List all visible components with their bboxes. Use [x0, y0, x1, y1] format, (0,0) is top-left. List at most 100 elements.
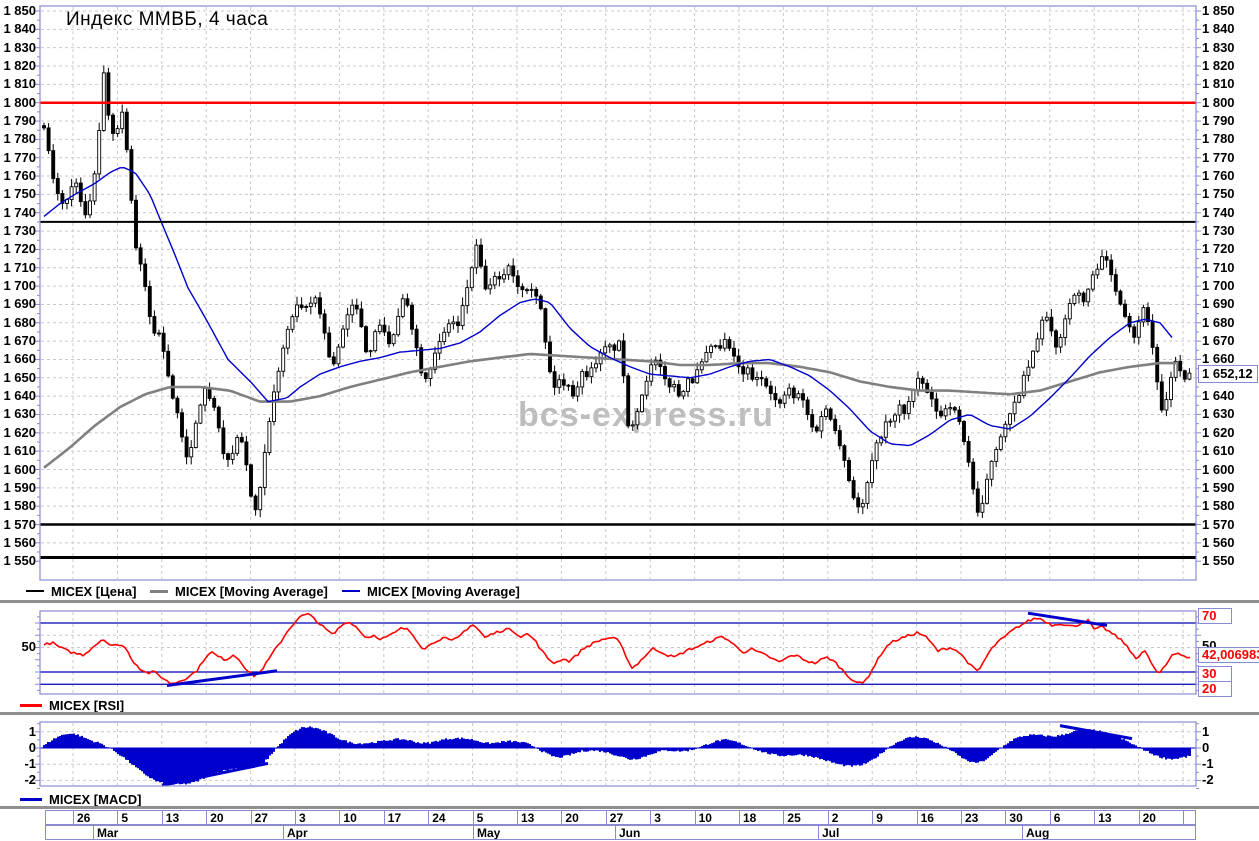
candle [879, 435, 884, 447]
candle [1040, 316, 1045, 346]
candle [387, 325, 391, 348]
candle [221, 420, 226, 460]
candle [74, 178, 79, 195]
price-tick-label-right: 1 670 [1202, 333, 1235, 349]
legend-item-rsi: MICEX [RSI] [20, 698, 124, 713]
candle [198, 403, 203, 425]
candle [1072, 293, 1077, 306]
candle [492, 271, 497, 290]
candle [543, 307, 548, 349]
date-cell-day: 6 [1049, 810, 1095, 825]
candle [897, 399, 902, 423]
indicator-level-lines [40, 622, 1196, 749]
price-tick-label-left: 1 710 [3, 259, 36, 275]
candle [1095, 263, 1100, 279]
candle [230, 445, 235, 465]
candle [258, 486, 263, 518]
candle [120, 104, 125, 134]
date-cell-day: 27 [250, 810, 295, 825]
candle [520, 283, 525, 298]
candle [161, 326, 166, 359]
candle [851, 476, 856, 501]
candle [617, 339, 621, 352]
price-tick-label-right: 1 820 [1202, 58, 1235, 74]
price-tick-label-left: 1 600 [3, 461, 36, 477]
candle [1049, 309, 1054, 337]
candle [290, 314, 295, 333]
candle [69, 179, 74, 207]
candle [152, 310, 157, 336]
candle [124, 108, 129, 153]
candle [166, 344, 171, 378]
candle [893, 412, 897, 429]
candle [525, 287, 529, 295]
candle [801, 388, 805, 408]
legend-label: MICEX [Moving Average] [175, 583, 328, 599]
candle [456, 315, 460, 334]
price-tick-label-right: 1 750 [1202, 186, 1235, 202]
rsi-trendline [1027, 611, 1108, 627]
candle [1182, 369, 1187, 383]
candle [814, 424, 819, 433]
candle [1123, 299, 1127, 319]
candle [561, 373, 566, 391]
candle [253, 494, 258, 516]
date-cell-month: Aug [1022, 825, 1196, 840]
candle [460, 297, 465, 330]
candle [276, 367, 281, 400]
candle [42, 122, 46, 131]
axis-ticks [35, 10, 1201, 789]
candle [778, 397, 782, 409]
candle [157, 329, 161, 337]
date-cell-month [45, 825, 93, 840]
rsi-value-box: 42,006983 [1198, 647, 1259, 663]
price-tick-label-left: 1 630 [3, 406, 36, 422]
candle [870, 453, 874, 488]
macd-tick-label-left: -1 [24, 756, 36, 772]
candle [515, 269, 520, 294]
date-cell-day: 27 [605, 810, 651, 825]
rsi-line [43, 612, 1191, 685]
ma-gray-swatch [150, 589, 168, 593]
candle [971, 458, 976, 495]
candle [566, 383, 571, 391]
ma-blue-swatch [342, 590, 360, 592]
candle [575, 381, 580, 402]
panel-borders[interactable] [39, 5, 1197, 787]
price-tick-label-left: 1 820 [3, 58, 36, 74]
candle [51, 144, 56, 184]
candle [60, 189, 65, 210]
date-cell-month: May [473, 825, 615, 840]
candle [1035, 332, 1040, 353]
candle [405, 293, 410, 308]
date-cell-day: 16 [916, 810, 961, 825]
candle [446, 319, 451, 337]
date-cell-day [1183, 810, 1196, 825]
price-tick-label-left: 1 830 [3, 39, 36, 55]
candle [1113, 268, 1118, 296]
macd-tick-label-right: 1 [1202, 723, 1210, 739]
candle [1012, 395, 1017, 422]
panel-separator [0, 600, 1259, 603]
date-cell-day: 23 [961, 810, 1006, 825]
price-tick-label-right: 1 680 [1202, 314, 1235, 330]
candle [571, 380, 575, 399]
candle [267, 417, 272, 456]
candle [1164, 391, 1169, 417]
candle [1054, 328, 1058, 355]
candle [97, 122, 102, 179]
macd-tick-label-right: 0 [1202, 740, 1210, 755]
candle [1003, 421, 1008, 443]
candle [644, 375, 649, 400]
price-tick-label-left: 1 680 [3, 314, 36, 330]
date-cell-day: 24 [428, 810, 473, 825]
candle [856, 492, 861, 514]
candle [272, 384, 276, 426]
rsi-level-20-box: 20 [1198, 681, 1232, 697]
candle [824, 405, 828, 421]
candle [295, 296, 299, 323]
rsi-level-70-box: 70 [1198, 608, 1232, 624]
candle [649, 358, 654, 386]
candle [1077, 289, 1081, 304]
